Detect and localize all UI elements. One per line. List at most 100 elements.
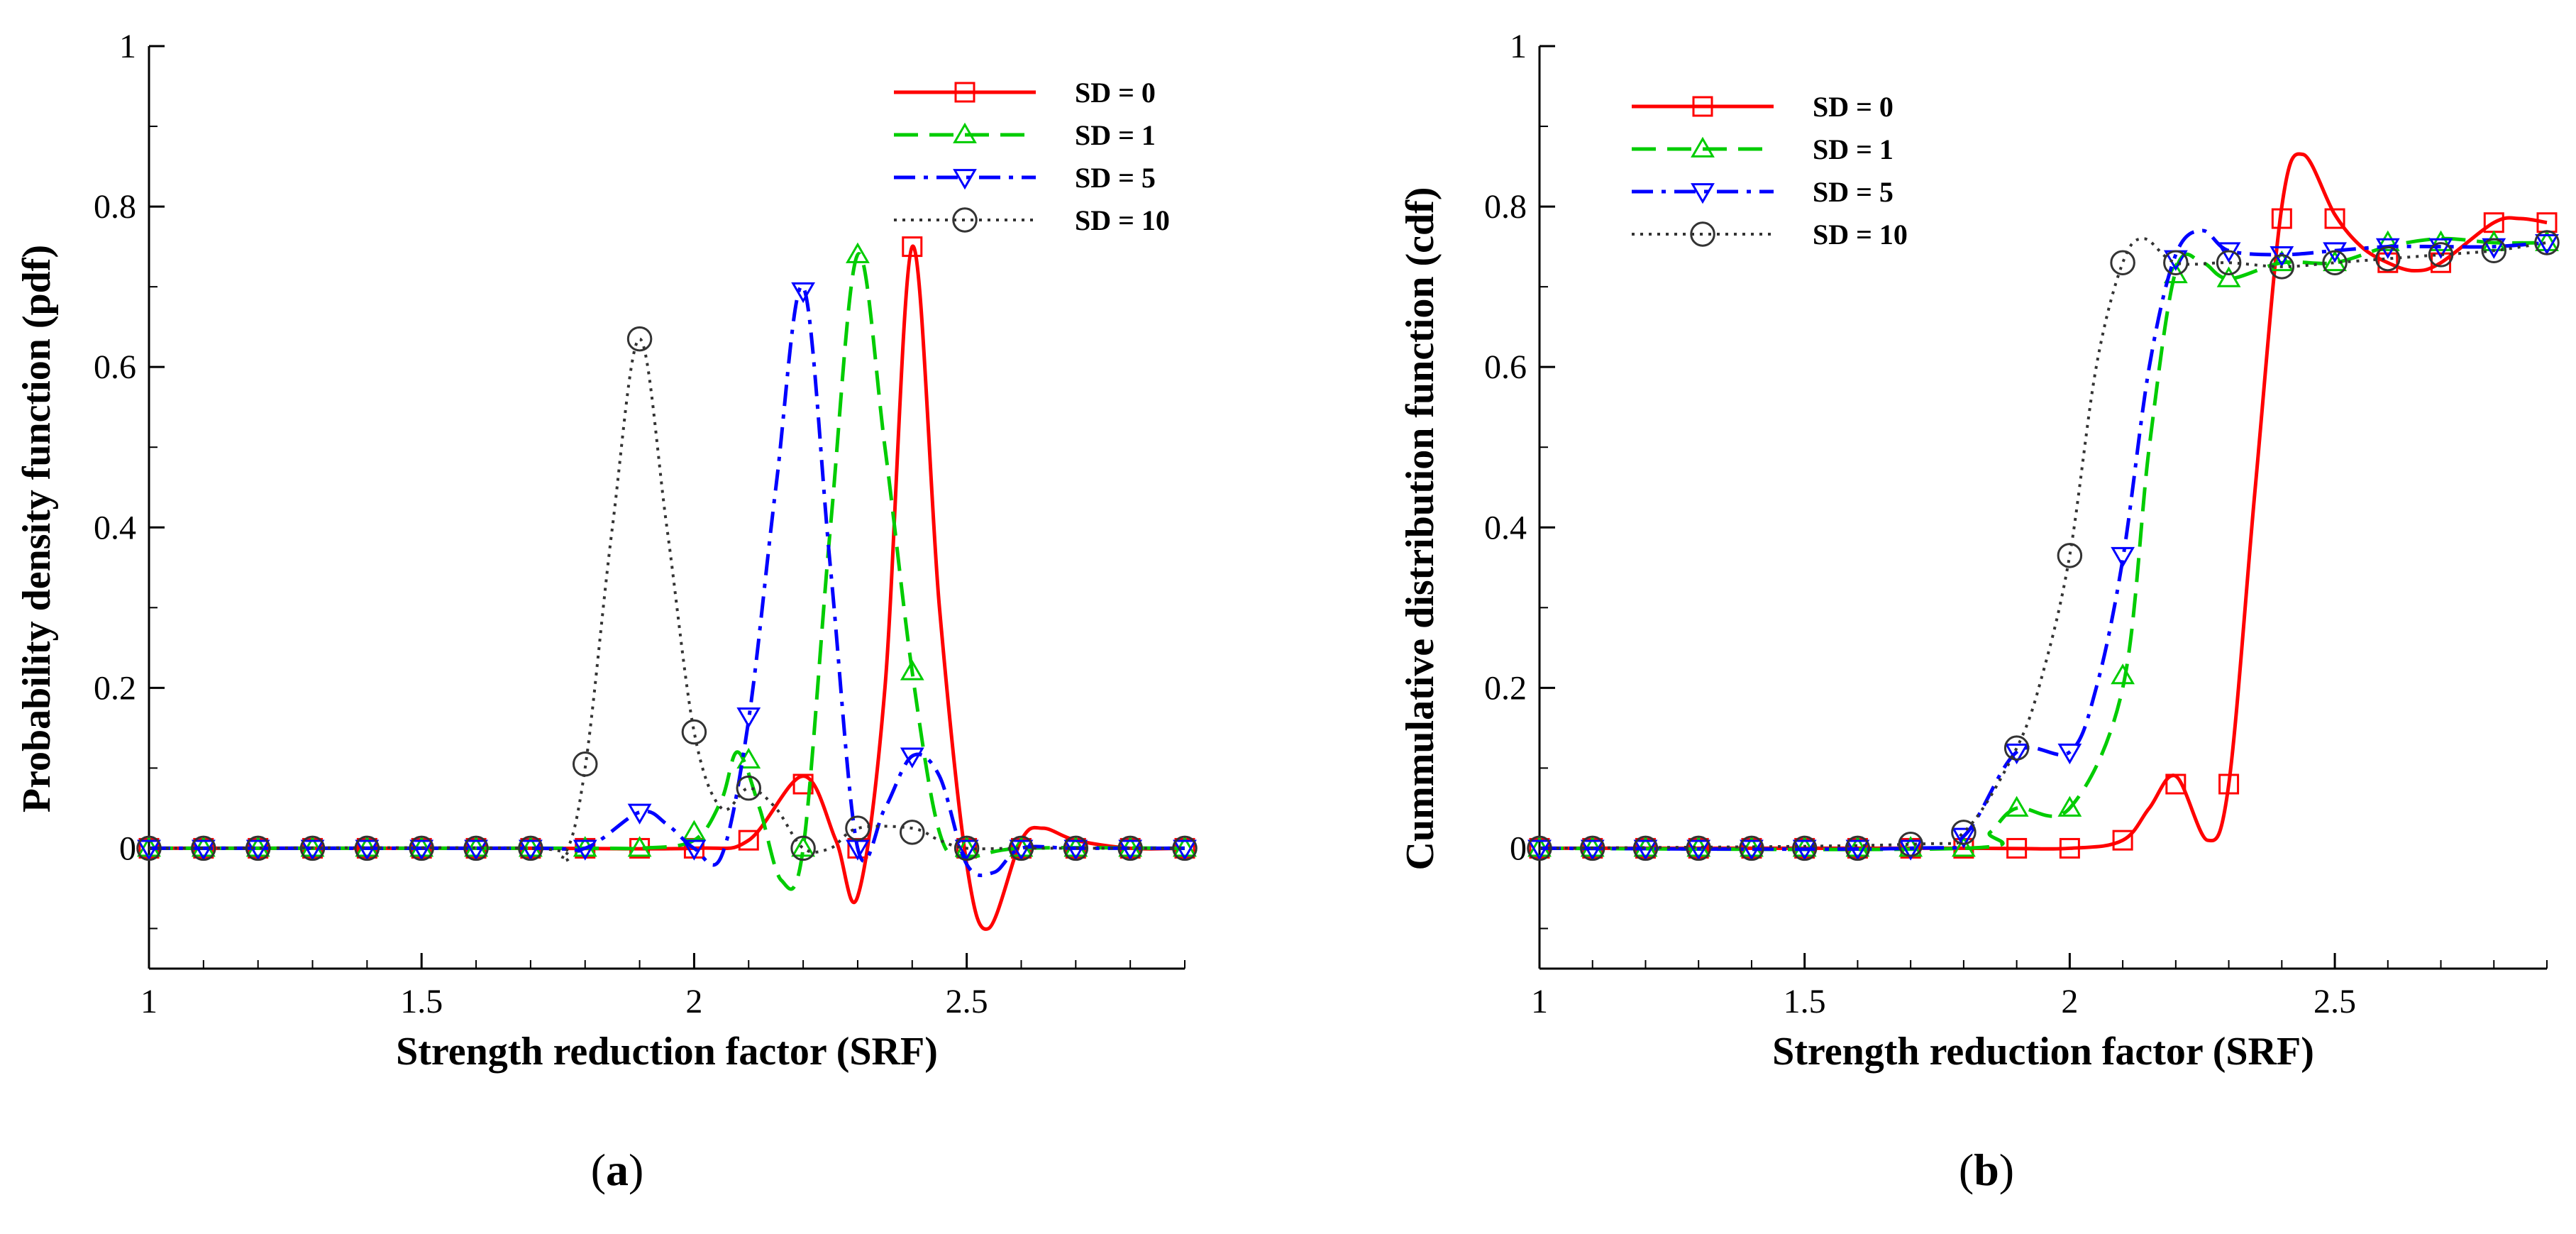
panel-b: 1 1.5 2 2.5 0 0.2 0.4 0.6 0.8 1 Strength reduction… <box>1398 28 2560 1195</box>
data-point-marker <box>2375 246 2401 272</box>
legend-entry: SD = 5 <box>1632 176 1894 208</box>
data-point-marker <box>2003 735 2030 761</box>
panel-caption: (a) <box>591 1145 644 1195</box>
data-point-marker <box>1117 835 1143 861</box>
data-point-marker <box>1951 827 1976 849</box>
data-point-marker <box>1740 839 1764 861</box>
data-point-marker <box>2270 250 2294 272</box>
legend-label: SD = 10 <box>1075 204 1170 236</box>
data-point-marker <box>2057 543 2083 568</box>
data-point-marker <box>409 839 434 861</box>
data-point-marker <box>1792 836 1817 857</box>
data-point-marker <box>299 835 326 861</box>
series-line <box>1539 152 2548 851</box>
data-point-marker <box>2059 837 2080 859</box>
panel-a: 1 1.5 2 2.5 0 0.2 0.4 0.6 0.8 1 Strength reduction… <box>15 28 1198 1195</box>
legend-marker <box>952 207 978 233</box>
data-point-marker <box>791 836 816 857</box>
data-point-marker <box>681 719 707 745</box>
data-point-marker <box>627 803 652 825</box>
data-point-marker <box>1580 839 1605 861</box>
data-point-marker <box>2324 208 2345 229</box>
data-point-marker <box>736 747 761 769</box>
x-axis-title: Strength reduction factor (SRF) <box>396 1030 938 1074</box>
data-point-marker <box>2377 252 2399 273</box>
legend-marker <box>953 122 977 143</box>
data-point-marker <box>900 747 924 769</box>
x-tick-label: 1 <box>1531 983 1548 1020</box>
series-line <box>1539 228 2548 852</box>
legend-entry: SD = 0 <box>1632 91 1894 123</box>
data-point-marker <box>2163 250 2189 275</box>
data-point-marker <box>738 830 759 851</box>
data-point-marker <box>2428 242 2454 268</box>
data-point-marker <box>1686 839 1711 861</box>
data-point-marker <box>900 659 924 681</box>
data-point-marker <box>1845 836 1870 857</box>
data-point-marker <box>2006 837 2028 859</box>
data-point-marker <box>1527 839 1552 861</box>
legend-label: SD = 0 <box>1813 91 1894 123</box>
data-point-marker <box>2111 663 2135 685</box>
legend-marker <box>1691 183 1715 204</box>
legend-label: SD = 1 <box>1813 133 1894 165</box>
data-point-marker <box>2057 743 2082 765</box>
data-point-marker <box>572 751 598 777</box>
data-point-marker <box>736 707 761 729</box>
x-tick-label: 2 <box>685 983 702 1020</box>
legend-entry: SD = 10 <box>894 204 1170 236</box>
y-tick-label: 0.6 <box>94 348 136 386</box>
data-point-marker <box>1898 832 1923 857</box>
data-point-marker <box>736 775 762 801</box>
x-tick-label: 2.5 <box>946 983 988 1020</box>
legend-entry: SD = 1 <box>1632 133 1894 165</box>
data-point-marker <box>954 836 979 857</box>
series-sd-10 <box>136 326 1198 863</box>
data-point-marker <box>1951 836 1976 857</box>
data-point-marker <box>1063 835 1089 861</box>
data-point-marker <box>1792 839 1817 861</box>
data-point-marker <box>191 839 216 861</box>
y-axis-title: Cummulative distribution function (cdf) <box>1398 187 1442 871</box>
data-point-marker <box>953 835 980 861</box>
data-point-marker <box>2057 795 2082 817</box>
data-point-marker <box>1845 839 1870 861</box>
data-point-marker <box>137 839 161 861</box>
data-point-marker <box>2110 250 2135 275</box>
data-point-marker <box>1063 839 1088 861</box>
data-point-marker <box>1739 835 1764 861</box>
data-point-marker <box>2004 743 2029 765</box>
data-point-marker <box>1118 839 1143 861</box>
data-point-marker <box>1951 820 1977 845</box>
data-point-marker <box>2481 238 2507 264</box>
data-point-marker <box>409 835 434 861</box>
data-point-marker <box>791 282 816 304</box>
y-tick-label: 0.2 <box>1484 669 1527 707</box>
y-tick-label: 1 <box>1510 28 1527 65</box>
data-point-marker <box>682 839 707 861</box>
data-point-marker <box>682 820 707 841</box>
data-point-marker <box>191 835 216 861</box>
legend-label: SD = 5 <box>1813 176 1894 208</box>
legend-marker <box>1690 221 1715 247</box>
data-point-marker <box>1008 835 1034 861</box>
data-point-marker <box>2535 230 2559 251</box>
data-point-marker <box>1172 835 1198 861</box>
data-point-marker <box>354 835 380 861</box>
data-point-marker <box>464 839 488 861</box>
legend-marker <box>954 82 975 103</box>
data-point-marker <box>900 820 925 845</box>
legend-marker <box>953 169 977 190</box>
data-point-marker <box>2111 546 2135 568</box>
y-tick-label: 0.4 <box>94 509 136 546</box>
data-point-marker <box>1527 835 1552 861</box>
data-point-marker <box>245 835 271 861</box>
data-point-marker <box>245 839 270 861</box>
legend-entry: SD = 10 <box>1632 219 1908 250</box>
x-tick-label: 1.5 <box>400 983 443 1020</box>
data-point-marker <box>1579 835 1605 861</box>
x-tick-label: 2.5 <box>2314 983 2356 1020</box>
data-point-marker <box>2428 230 2453 251</box>
x-tick-label: 1.5 <box>1784 983 1826 1020</box>
data-point-marker <box>2535 234 2559 255</box>
